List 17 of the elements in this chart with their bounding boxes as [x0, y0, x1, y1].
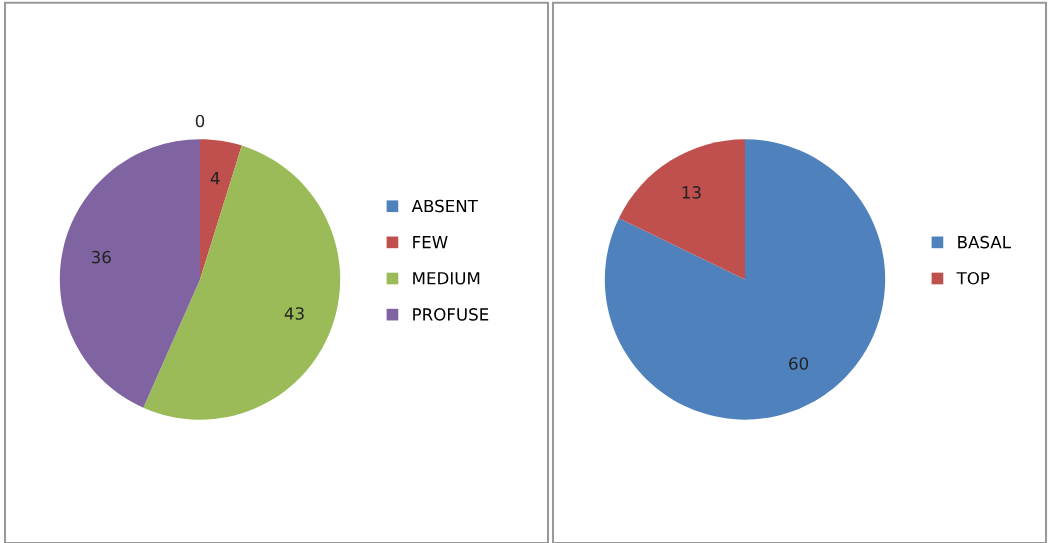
data-label: 36: [91, 250, 111, 264]
legend-label: FEW: [413, 236, 448, 249]
pie-slice: [59, 139, 200, 408]
pie-slice: [200, 139, 242, 280]
text: 0: [195, 114, 205, 128]
legend-label: ABSENT: [411, 199, 478, 213]
legend-label: TOP: [956, 271, 990, 285]
data-label: 4: [210, 172, 220, 185]
pie-slice: [143, 145, 341, 420]
data-label: 13: [682, 186, 701, 199]
pie-slice: [618, 139, 745, 280]
legend-label: MEDIUM: [413, 272, 480, 285]
data-label: 60: [789, 357, 809, 370]
pie-slice: [604, 139, 886, 420]
data-label: 43: [284, 307, 304, 320]
legend-label: BASAL: [958, 235, 1011, 249]
legend-label: PROFUSE: [413, 308, 489, 321]
